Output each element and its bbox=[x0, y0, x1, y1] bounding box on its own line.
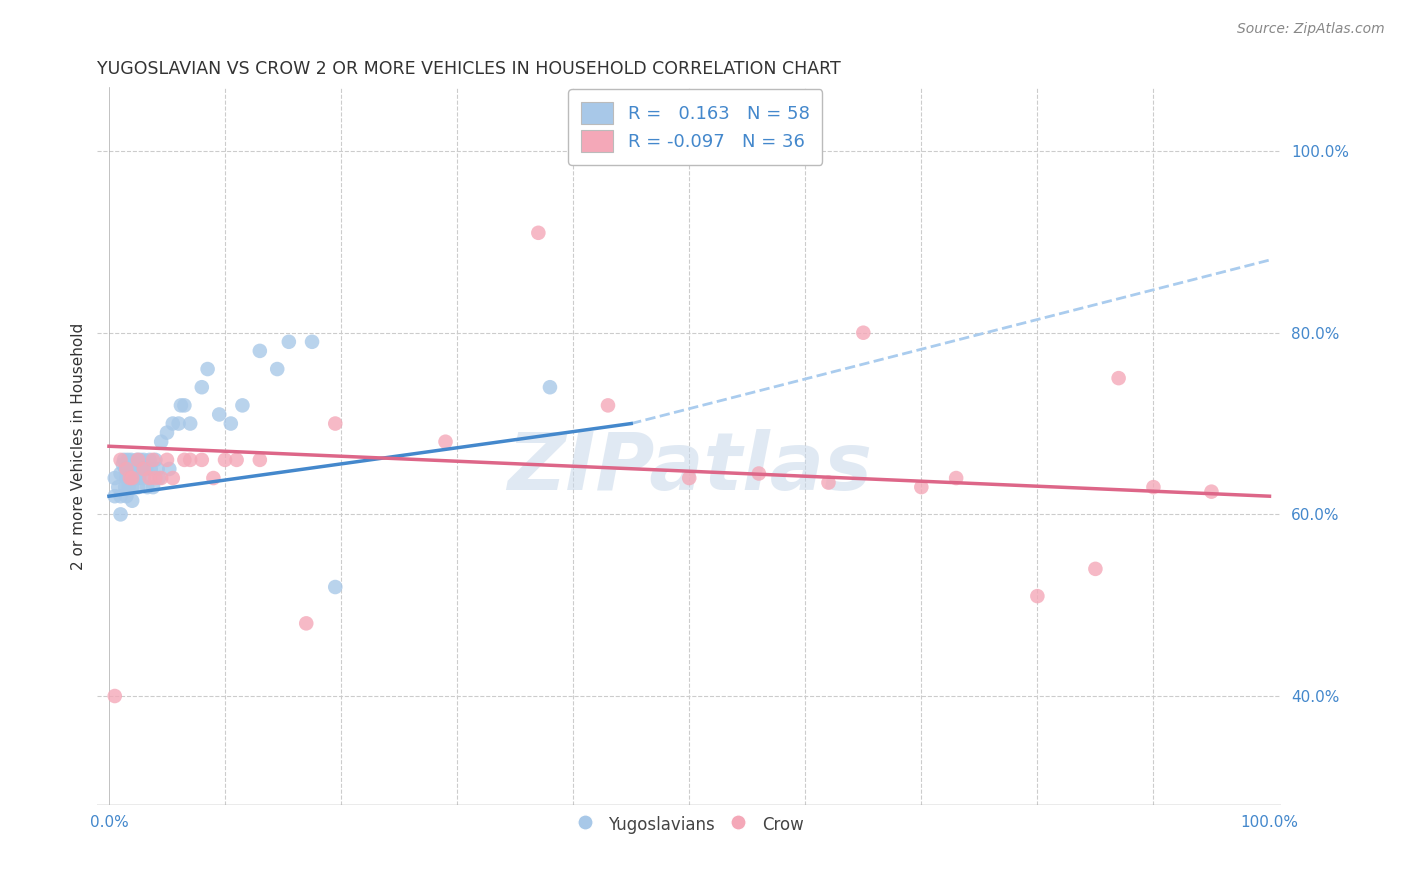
Point bbox=[852, 326, 875, 340]
Point bbox=[266, 362, 288, 376]
Point bbox=[104, 489, 127, 503]
Point bbox=[150, 434, 173, 449]
Point bbox=[118, 462, 141, 476]
Point bbox=[167, 417, 190, 431]
Point bbox=[114, 462, 136, 476]
Point bbox=[111, 458, 134, 472]
Point bbox=[145, 453, 167, 467]
Point bbox=[173, 453, 195, 467]
Point bbox=[115, 471, 138, 485]
Point bbox=[125, 453, 148, 467]
Point bbox=[118, 471, 141, 485]
Point bbox=[114, 480, 136, 494]
Point bbox=[124, 462, 146, 476]
Point bbox=[162, 417, 184, 431]
Point bbox=[127, 462, 149, 476]
Point bbox=[118, 480, 141, 494]
Point bbox=[127, 480, 149, 494]
Point bbox=[214, 453, 236, 467]
Point bbox=[107, 480, 129, 494]
Point bbox=[538, 380, 561, 394]
Point bbox=[132, 453, 155, 467]
Point bbox=[115, 462, 138, 476]
Point bbox=[277, 334, 299, 349]
Point bbox=[122, 471, 145, 485]
Point bbox=[110, 467, 132, 481]
Point bbox=[156, 453, 179, 467]
Point bbox=[596, 398, 619, 412]
Point bbox=[138, 471, 160, 485]
Point bbox=[249, 343, 271, 358]
Point bbox=[129, 453, 152, 467]
Point bbox=[135, 462, 157, 476]
Point bbox=[249, 453, 271, 467]
Point bbox=[945, 471, 967, 485]
Point bbox=[202, 471, 225, 485]
Point bbox=[910, 480, 932, 494]
Point bbox=[225, 453, 247, 467]
Point bbox=[301, 334, 323, 349]
Point bbox=[110, 489, 132, 503]
Point bbox=[139, 462, 162, 476]
Point bbox=[117, 471, 139, 485]
Point bbox=[323, 580, 346, 594]
Point bbox=[127, 453, 149, 467]
Point bbox=[1108, 371, 1130, 385]
Point bbox=[231, 398, 253, 412]
Text: YUGOSLAVIAN VS CROW 2 OR MORE VEHICLES IN HOUSEHOLD CORRELATION CHART: YUGOSLAVIAN VS CROW 2 OR MORE VEHICLES I… bbox=[97, 60, 841, 78]
Y-axis label: 2 or more Vehicles in Household: 2 or more Vehicles in Household bbox=[72, 323, 86, 570]
Point bbox=[1201, 484, 1223, 499]
Point bbox=[132, 471, 155, 485]
Point bbox=[121, 493, 143, 508]
Point bbox=[104, 689, 127, 703]
Point bbox=[173, 398, 195, 412]
Point bbox=[142, 453, 165, 467]
Point bbox=[162, 471, 184, 485]
Point bbox=[170, 398, 193, 412]
Point bbox=[118, 471, 141, 485]
Point bbox=[146, 462, 169, 476]
Point bbox=[208, 408, 231, 422]
Point bbox=[138, 453, 160, 467]
Point bbox=[117, 453, 139, 467]
Point bbox=[132, 462, 155, 476]
Legend: Yugoslavians, Crow: Yugoslavians, Crow bbox=[567, 806, 811, 843]
Point bbox=[179, 453, 201, 467]
Point bbox=[142, 480, 165, 494]
Point bbox=[191, 380, 214, 394]
Point bbox=[434, 434, 457, 449]
Point bbox=[219, 417, 242, 431]
Point bbox=[295, 616, 318, 631]
Text: ZIPatlas: ZIPatlas bbox=[506, 429, 872, 507]
Point bbox=[323, 417, 346, 431]
Point bbox=[150, 471, 173, 485]
Point bbox=[128, 471, 150, 485]
Point bbox=[124, 471, 146, 485]
Point bbox=[179, 417, 201, 431]
Point bbox=[104, 471, 127, 485]
Point bbox=[817, 475, 839, 490]
Point bbox=[112, 453, 135, 467]
Point bbox=[121, 480, 143, 494]
Point bbox=[110, 508, 132, 522]
Point bbox=[110, 453, 132, 467]
Point bbox=[131, 462, 153, 476]
Point bbox=[121, 471, 143, 485]
Point bbox=[136, 480, 159, 494]
Point bbox=[115, 489, 138, 503]
Point bbox=[191, 453, 214, 467]
Point bbox=[678, 471, 700, 485]
Point bbox=[148, 471, 170, 485]
Point bbox=[197, 362, 219, 376]
Text: Source: ZipAtlas.com: Source: ZipAtlas.com bbox=[1237, 22, 1385, 37]
Point bbox=[527, 226, 550, 240]
Point bbox=[1026, 589, 1049, 603]
Point bbox=[1084, 562, 1107, 576]
Point bbox=[120, 453, 142, 467]
Point bbox=[748, 467, 770, 481]
Point bbox=[1142, 480, 1164, 494]
Point bbox=[156, 425, 179, 440]
Point bbox=[145, 471, 167, 485]
Point bbox=[157, 462, 180, 476]
